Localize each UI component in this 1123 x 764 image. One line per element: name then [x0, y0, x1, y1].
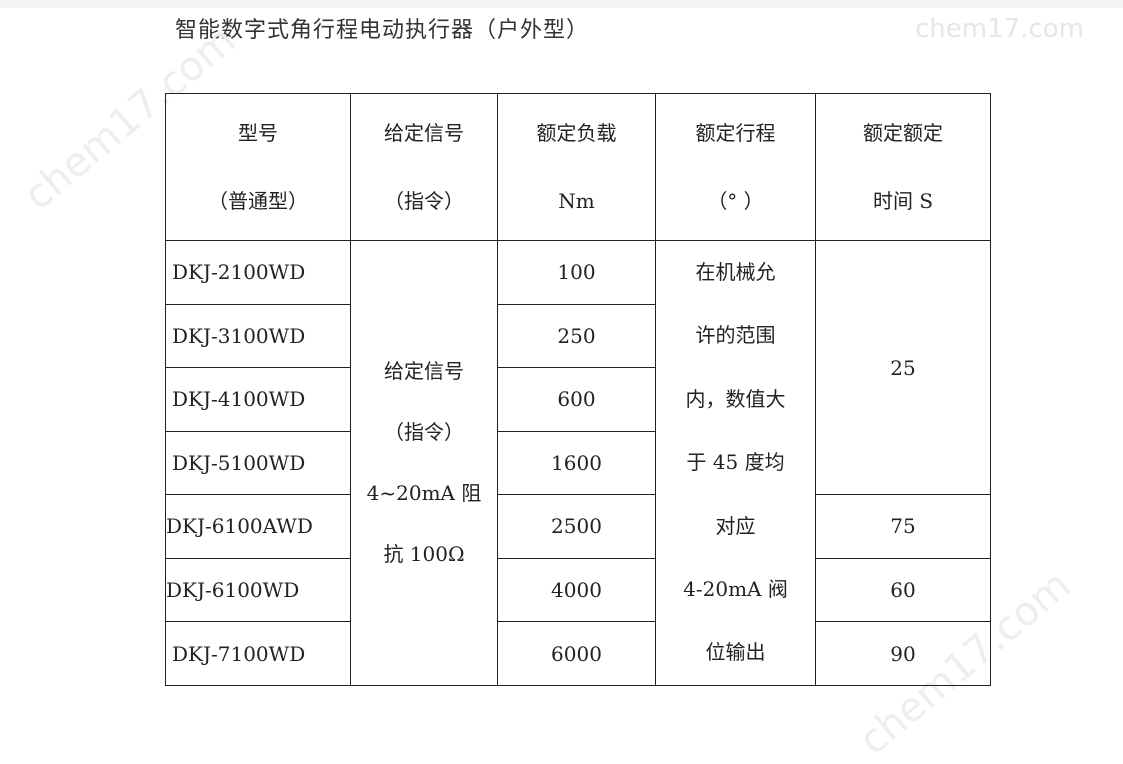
model-cell: DKJ-4100WD — [165, 367, 351, 432]
load-cell: 4000 — [497, 557, 656, 623]
top-bar — [0, 0, 1123, 8]
load-cell: 1600 — [497, 430, 656, 496]
table-row: DKJ-7100WD 6000 90 — [165, 621, 991, 686]
time-cell: 90 — [815, 621, 991, 686]
table-row: DKJ-3100WD 250 — [165, 303, 991, 369]
time-cell: 75 — [815, 494, 991, 559]
load-cell: 2500 — [497, 494, 656, 559]
load-cell: 250 — [497, 303, 656, 369]
model-cell: DKJ-7100WD — [165, 621, 351, 686]
model-cell: DKJ-6100AWD — [165, 494, 351, 559]
load-cell: 6000 — [497, 621, 656, 686]
spec-table: 型号 （普通型） 给定信号 （指令） 额定负载 Nm 额定行程 （° ） 额定额定 时间 … — [165, 93, 991, 686]
time-cell: 60 — [815, 557, 991, 623]
table-row: DKJ-5100WD 1600 — [165, 430, 991, 496]
header-signal: 给定信号 （指令） — [350, 93, 498, 241]
model-cell: DKJ-6100WD — [165, 557, 351, 623]
load-cell: 600 — [497, 367, 656, 432]
load-cell: 100 — [497, 240, 656, 305]
table-row: DKJ-6100AWD 2500 75 — [165, 494, 991, 559]
table-row: DKJ-2100WD 给定信号 （指令） 4~20mA 阻 抗 100Ω 100… — [165, 239, 991, 686]
header-travel: 额定行程 （° ） — [655, 93, 816, 241]
time-cell: 25 — [815, 239, 991, 496]
watermark: chem17.com — [915, 14, 1084, 44]
header-row: 型号 （普通型） 给定信号 （指令） 额定负载 Nm 额定行程 （° ） 额定额定 时间 … — [165, 93, 991, 241]
header-time: 额定额定 时间 S — [815, 93, 991, 241]
model-cell: DKJ-5100WD — [165, 430, 351, 496]
header-load: 额定负载 Nm — [497, 93, 656, 241]
signal-cell: 给定信号 （指令） 4~20mA 阻 抗 100Ω — [350, 240, 498, 686]
model-cell: DKJ-2100WD — [165, 240, 351, 305]
model-cell: DKJ-3100WD — [165, 303, 351, 369]
header-model: 型号 （普通型） — [165, 93, 351, 241]
table-row: DKJ-6100WD 4000 60 — [165, 557, 991, 623]
travel-cell: 在机械允 许的范围 内，数值大 于 45 度均 对应 4-20mA 阀 位输出 — [655, 240, 816, 686]
page-title: 智能数字式角行程电动执行器（户外型） — [175, 18, 590, 43]
